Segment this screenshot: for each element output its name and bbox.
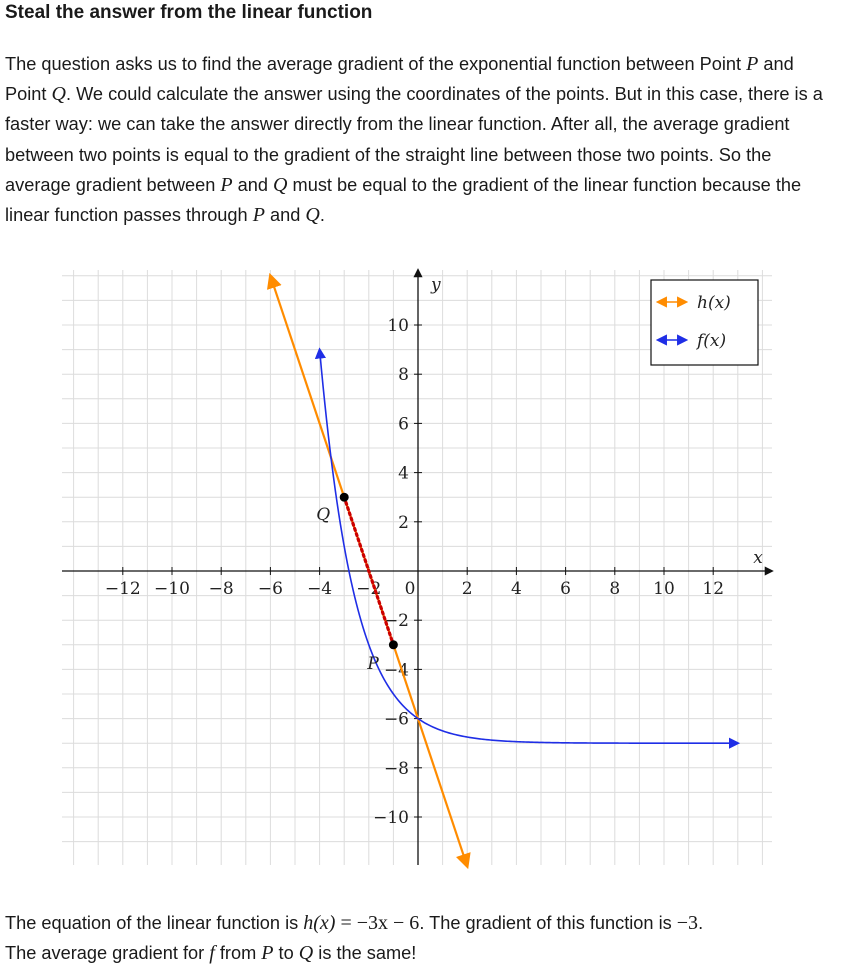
conclusion-paragraph: The equation of the linear function is h…	[5, 912, 704, 965]
y-tick-label: 10	[387, 316, 409, 336]
math-P: P	[261, 942, 274, 965]
x-tick-label: −6	[258, 579, 283, 599]
explanation-paragraph: The question asks us to find the average…	[5, 53, 823, 227]
x-tick-label: 4	[511, 579, 522, 599]
y-tick-label: 4	[398, 464, 409, 484]
legend-label: h(x)	[697, 293, 731, 313]
math-h-of-x: h(x)	[303, 912, 336, 934]
x-tick-label: 6	[560, 579, 571, 599]
function-graph: xy −12 −10 −8 −6 −4 −2 0 2 4 6 8 10 12108642−2−4−6−8…	[62, 268, 774, 870]
math-Q: Q	[305, 204, 320, 227]
x-tick-label: 12	[702, 579, 724, 599]
legend-box	[650, 279, 759, 366]
point-label-Q: Q	[316, 505, 330, 525]
y-axis-label: y	[430, 275, 441, 295]
plot-curves: QP	[266, 272, 741, 870]
point-P	[388, 640, 398, 650]
y-tick-label: −10	[373, 808, 409, 828]
x-tick-label: 0	[405, 579, 416, 599]
x-tick-label: 2	[462, 579, 473, 599]
math-P: P	[746, 53, 759, 75]
x-axis-label: x	[753, 548, 763, 568]
math-Q: Q	[298, 942, 314, 965]
legend: h(x) f(x)	[650, 279, 759, 366]
point-label-P: P	[366, 654, 379, 674]
math-gradient: −3	[676, 912, 699, 934]
math-P: P	[220, 173, 233, 196]
math-Q: Q	[51, 83, 66, 106]
x-tick-label: −4	[307, 579, 332, 599]
section-heading: Steal the answer from the linear functio…	[5, 2, 373, 23]
y-tick-label: −6	[384, 710, 409, 730]
legend-label: f(x)	[695, 331, 726, 351]
math-h-rhs: = −3x − 6	[335, 912, 420, 934]
x-tick-label: −8	[209, 579, 234, 599]
x-tick-label: 10	[653, 579, 675, 599]
y-tick-label: 6	[398, 414, 409, 434]
y-tick-label: 8	[398, 365, 409, 385]
y-tick-label: −8	[384, 759, 409, 779]
series-line-f	[314, 347, 741, 749]
x-tick-label: −12	[105, 579, 141, 599]
math-P: P	[252, 204, 265, 227]
point-Q	[339, 492, 349, 502]
y-tick-label: 2	[398, 513, 409, 533]
x-tick-label: −10	[154, 579, 190, 599]
math-Q: Q	[273, 173, 288, 196]
math-f: f	[209, 942, 215, 965]
x-tick-label: 8	[609, 579, 620, 599]
secant-line	[342, 495, 395, 647]
